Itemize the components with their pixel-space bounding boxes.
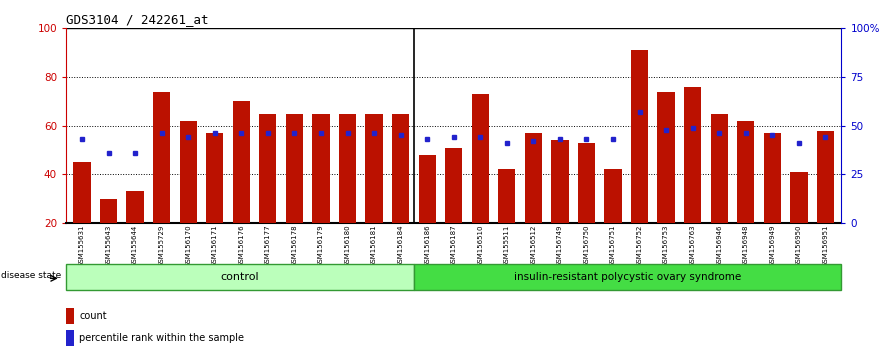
Bar (414, 264, 841, 290)
Bar (817, 131, 834, 223)
Bar (737, 121, 754, 223)
Text: GDS3104 / 242261_at: GDS3104 / 242261_at (66, 13, 209, 26)
Bar (66, 264, 414, 290)
Bar (73, 162, 91, 223)
Bar (66, 330, 74, 346)
Bar (180, 121, 196, 223)
Bar (657, 92, 675, 223)
Bar (339, 114, 356, 223)
Bar (631, 50, 648, 223)
Bar (604, 170, 622, 223)
Bar (100, 199, 117, 223)
Text: percentile rank within the sample: percentile rank within the sample (79, 333, 244, 343)
Bar (525, 133, 542, 223)
Text: insulin-resistant polycystic ovary syndrome: insulin-resistant polycystic ovary syndr… (514, 272, 741, 282)
Bar (684, 87, 701, 223)
Bar (233, 101, 250, 223)
Text: control: control (220, 272, 259, 282)
Bar (578, 143, 595, 223)
Bar (471, 94, 489, 223)
Bar (711, 114, 728, 223)
Bar (366, 114, 382, 223)
Bar (552, 140, 568, 223)
Bar (206, 133, 224, 223)
Bar (66, 308, 74, 324)
Bar (153, 92, 170, 223)
Text: count: count (79, 311, 107, 321)
Bar (392, 114, 410, 223)
Bar (259, 114, 277, 223)
Bar (313, 114, 329, 223)
Bar (127, 192, 144, 223)
Bar (445, 148, 463, 223)
Bar (764, 133, 781, 223)
Bar (498, 170, 515, 223)
Bar (790, 172, 808, 223)
Bar (285, 114, 303, 223)
Text: disease state: disease state (2, 271, 62, 280)
Bar (418, 155, 436, 223)
